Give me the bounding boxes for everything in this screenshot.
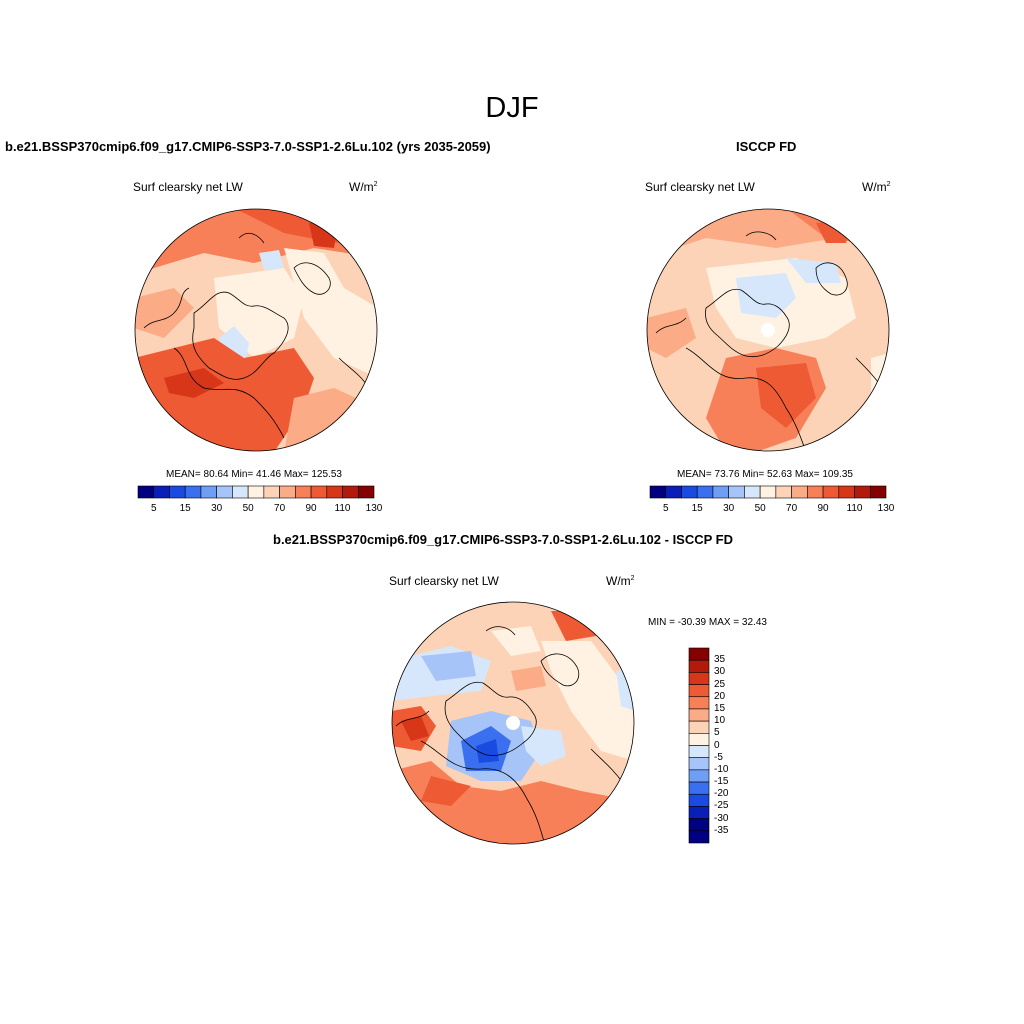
colorbar-swatch	[791, 485, 808, 499]
colorbar-swatch	[232, 485, 249, 499]
colorbar-tick-label: 15	[179, 503, 191, 514]
colorbar-tick-label: 70	[274, 503, 286, 514]
panel-1-stats: MEAN= 80.64 Min= 41.46 Max= 125.53	[166, 469, 342, 480]
colorbar-tick-label: 90	[305, 503, 317, 514]
colorbar-tick-label: -20	[714, 788, 729, 800]
colorbar-tick-label: 20	[714, 690, 726, 702]
colorbar-swatch	[357, 485, 375, 499]
colorbar-swatch	[247, 485, 265, 499]
colorbar-swatch	[688, 696, 710, 710]
colorbar-swatch	[775, 485, 792, 499]
colorbar-swatch	[688, 733, 710, 746]
colorbar-swatch	[665, 485, 682, 499]
colorbar-tick-label: -35	[714, 824, 729, 836]
colorbar-tick-label: 35	[714, 654, 726, 666]
panel-2-title: ISCCP FD	[736, 139, 797, 154]
colorbar-swatch	[137, 485, 155, 499]
colorbar-swatch	[688, 672, 710, 685]
colorbar-swatch	[184, 485, 202, 499]
colorbar-swatch	[310, 485, 328, 499]
colorbar-tick-label: 30	[714, 666, 726, 678]
colorbar-swatch	[759, 485, 777, 499]
colorbar-swatch	[688, 647, 710, 661]
panel-3-units: W/m2	[606, 574, 635, 588]
colorbar-swatch	[688, 659, 710, 673]
colorbar-swatch	[681, 485, 698, 499]
colorbar-tick-label: 25	[714, 678, 726, 690]
colorbar-tick-label: 130	[877, 503, 895, 514]
colorbar-tick-label: 5	[662, 503, 669, 514]
colorbar-tick-label: 50	[754, 503, 766, 514]
colorbar-swatch	[688, 745, 710, 758]
colorbar-swatch	[688, 818, 710, 832]
panel-2-stats: MEAN= 73.76 Min= 52.63 Max= 109.35	[677, 469, 853, 480]
panel-1-polar-map	[134, 208, 378, 452]
panel-2-colorbar	[649, 485, 887, 499]
panel-2-units: W/m2	[862, 180, 891, 194]
panel-1-colorbar	[137, 485, 375, 499]
panel-3-title: b.e21.BSSP370cmip6.f09_g17.CMIP6-SSP3-7.…	[273, 532, 734, 547]
colorbar-swatch	[869, 485, 887, 499]
colorbar-tick-label: 15	[714, 702, 726, 714]
colorbar-swatch	[688, 684, 710, 698]
panel-2-variable-label: Surf clearsky net LW	[645, 180, 755, 194]
panel-1-units: W/m2	[349, 180, 378, 194]
colorbar-swatch	[854, 485, 871, 499]
colorbar-tick-label: 70	[786, 503, 798, 514]
colorbar-swatch	[295, 485, 312, 499]
panel-3-variable-label: Surf clearsky net LW	[389, 574, 499, 588]
colorbar-swatch	[216, 485, 233, 499]
panel-3-colorbar	[688, 647, 710, 844]
colorbar-swatch	[688, 720, 710, 734]
colorbar-tick-label: 5	[714, 727, 720, 739]
colorbar-swatch	[169, 485, 186, 499]
colorbar-swatch	[688, 708, 710, 722]
colorbar-tick-label: 90	[817, 503, 829, 514]
colorbar-swatch	[326, 485, 343, 499]
colorbar-swatch	[744, 485, 761, 499]
colorbar-tick-label: 30	[723, 503, 735, 514]
colorbar-swatch	[279, 485, 296, 499]
colorbar-swatch	[688, 781, 710, 795]
colorbar-swatch	[688, 757, 710, 771]
colorbar-swatch	[807, 485, 824, 499]
colorbar-swatch	[696, 485, 714, 499]
colorbar-tick-label: 110	[334, 503, 351, 514]
colorbar-swatch	[688, 830, 710, 844]
colorbar-swatch	[153, 485, 170, 499]
colorbar-swatch	[712, 485, 729, 499]
panel-1-title: b.e21.BSSP370cmip6.f09_g17.CMIP6-SSP3-7.…	[5, 139, 491, 154]
colorbar-tick-label: 110	[846, 503, 863, 514]
colorbar-swatch	[688, 793, 710, 807]
panel-2-polar-map	[646, 208, 890, 452]
colorbar-tick-label: -10	[714, 763, 729, 775]
colorbar-swatch	[649, 485, 667, 499]
colorbar-swatch	[688, 806, 710, 819]
colorbar-tick-label: -5	[714, 751, 723, 763]
panel-3-stats: MIN = -30.39 MAX = 32.43	[648, 617, 767, 628]
colorbar-tick-label: -15	[714, 776, 729, 788]
colorbar-tick-label: 50	[242, 503, 254, 514]
colorbar-swatch	[728, 485, 745, 499]
colorbar-swatch	[838, 485, 855, 499]
colorbar-tick-label: -25	[714, 800, 729, 812]
colorbar-tick-label: 130	[365, 503, 383, 514]
colorbar-swatch	[822, 485, 840, 499]
colorbar-swatch	[200, 485, 217, 499]
colorbar-tick-label: -30	[714, 812, 729, 824]
colorbar-tick-label: 15	[691, 503, 703, 514]
page-title: DJF	[485, 92, 539, 124]
colorbar-swatch	[688, 769, 710, 783]
panel-3-polar-map	[391, 601, 635, 845]
panel-1-variable-label: Surf clearsky net LW	[133, 180, 243, 194]
colorbar-tick-label: 0	[714, 739, 720, 751]
colorbar-swatch	[263, 485, 280, 499]
colorbar-swatch	[342, 485, 359, 499]
colorbar-tick-label: 5	[150, 503, 157, 514]
colorbar-tick-label: 10	[714, 715, 726, 727]
colorbar-tick-label: 30	[211, 503, 223, 514]
